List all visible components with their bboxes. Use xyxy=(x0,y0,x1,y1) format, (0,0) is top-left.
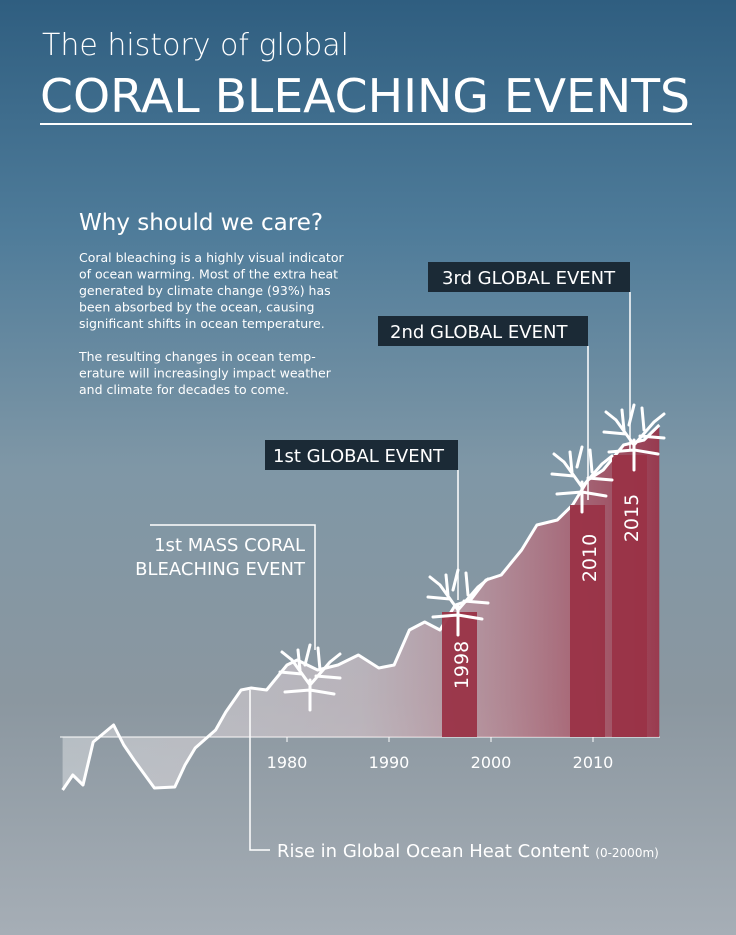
callout-lines xyxy=(150,292,631,851)
intro-heading: Why should we care? xyxy=(79,210,323,236)
x-tick-label: 1990 xyxy=(369,753,410,772)
callout-box xyxy=(428,262,630,292)
intro-line: generated by climate change (93%) has xyxy=(79,283,331,298)
callout-label: 2nd GLOBAL EVENT xyxy=(390,322,568,343)
intro-line: significant shifts in ocean temperature. xyxy=(79,316,325,331)
intro-line: been absorbed by the ocean, causing xyxy=(79,300,314,315)
x-tick-label: 2010 xyxy=(573,753,614,772)
mass-label: 1st MASS CORAL xyxy=(154,535,305,556)
title-line2: CORAL BLEACHING EVENTS xyxy=(40,69,690,123)
intro-line: of ocean warming. Most of the extra heat xyxy=(79,267,338,282)
bar-label: 2015 xyxy=(621,494,643,542)
x-tick-label: 1980 xyxy=(267,753,308,772)
x-axis-note: (0-2000m) xyxy=(595,846,659,860)
intro-line: Coral bleaching is a highly visual indic… xyxy=(79,250,344,265)
mass-label: BLEACHING EVENT xyxy=(135,559,306,580)
event-bar xyxy=(570,505,605,737)
callout-label: 3rd GLOBAL EVENT xyxy=(442,268,616,289)
bar-label: 1998 xyxy=(451,641,473,689)
intro-line: and climate for decades to come. xyxy=(79,382,289,397)
callout-label: 1st GLOBAL EVENT xyxy=(273,446,445,467)
line xyxy=(61,423,661,791)
intro-text: Coral bleaching is a highly visual indic… xyxy=(78,250,344,397)
callout-box xyxy=(378,316,588,346)
area xyxy=(62,425,660,790)
x-axis-title: Rise in Global Ocean Heat Content xyxy=(277,841,589,862)
x-tick-label: 2000 xyxy=(471,753,512,772)
event-bar xyxy=(612,455,647,737)
callout-box xyxy=(265,440,458,470)
intro-line: erature will increasingly impact weather xyxy=(79,366,332,381)
bar-label: 2010 xyxy=(579,534,601,582)
chart: 1980 1990 2000 2010 xyxy=(60,423,661,791)
x-axis-label: Rise in Global Ocean Heat Content (0-2000… xyxy=(277,841,659,862)
intro-line: The resulting changes in ocean temp- xyxy=(78,349,316,364)
title-line1: The history of global xyxy=(42,28,349,63)
